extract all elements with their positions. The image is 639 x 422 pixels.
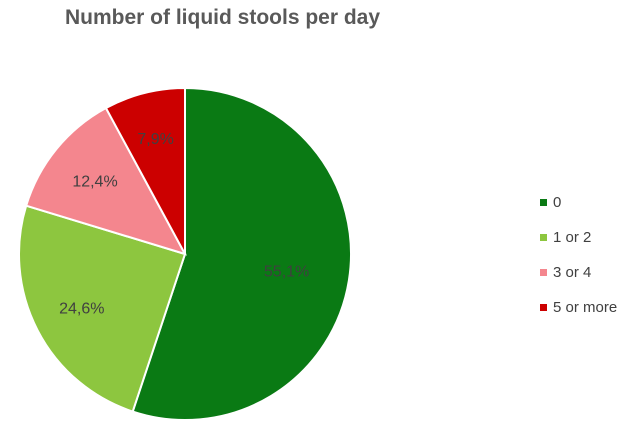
legend-swatch [540,198,547,206]
pie-slices [18,86,352,421]
legend-swatch [540,233,547,241]
legend-item-three-or-four: 3 or 4 [540,263,617,281]
pie-label-five-or-more: 7,9% [137,131,173,148]
legend-label: 0 [553,193,562,211]
legend-item-one-or-two: 1 or 2 [540,228,617,246]
chart-title: Number of liquid stools per day [65,6,381,29]
pie-slice-zero [131,86,352,421]
legend-swatch [540,268,547,276]
legend-label: 3 or 4 [553,263,592,281]
pie-slice-one-or-two [18,204,187,413]
pie-label-zero: 55,1% [264,263,309,280]
legend-item-zero: 0 [540,193,617,211]
pie-label-three-or-four: 12,4% [72,173,117,190]
legend-label: 5 or more [553,298,618,316]
legend-item-five-or-more: 5 or more [540,298,617,316]
pie-slice-five-or-more [104,86,186,255]
pie-labels: 55,1% 24,6% 12,4% 7,9% [59,131,309,317]
pie-label-one-or-two: 24,6% [59,300,104,317]
pie-slice-three-or-four [24,106,188,256]
chart-legend: 0 1 or 2 3 or 4 5 or more [540,193,617,333]
legend-label: 1 or 2 [553,228,592,246]
legend-swatch [540,303,547,311]
